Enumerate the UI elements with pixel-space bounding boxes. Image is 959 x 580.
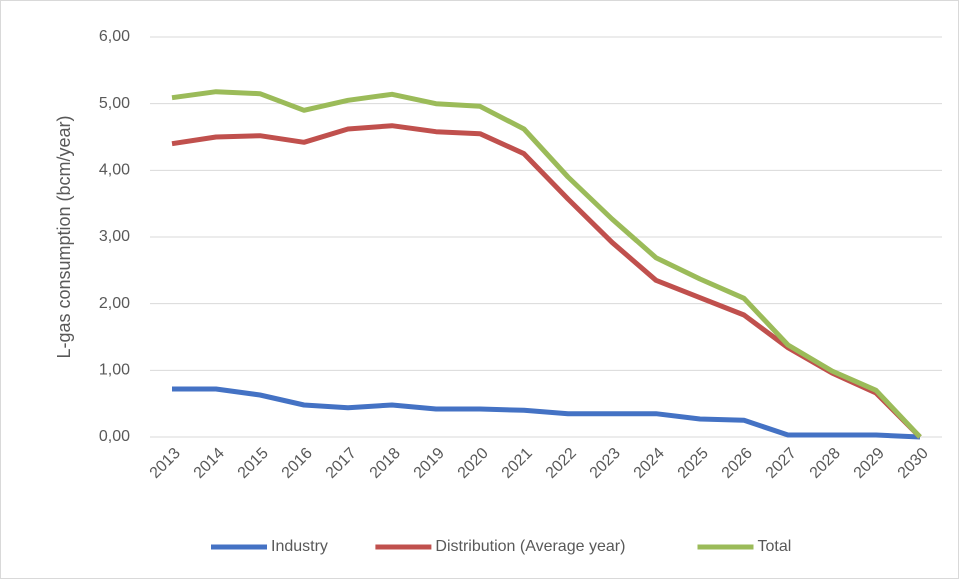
y-tick-label: 5,00: [99, 95, 130, 112]
series-line: [172, 386, 921, 440]
y-tick-label: 6,00: [99, 28, 130, 45]
y-tick-label: 2,00: [99, 295, 130, 312]
y-tick-label: 4,00: [99, 162, 130, 179]
series-line: [171, 89, 922, 439]
legend-label: Industry: [271, 538, 328, 555]
y-tick-label: 1,00: [99, 362, 130, 379]
legend-label: Total: [758, 538, 792, 555]
y-tick-label: 0,00: [99, 428, 130, 445]
y-tick-label: 3,00: [99, 228, 130, 245]
y-axis-title: L-gas consumption (bcm/year): [54, 115, 74, 358]
legend-label: Distribution (Average year): [435, 538, 625, 555]
